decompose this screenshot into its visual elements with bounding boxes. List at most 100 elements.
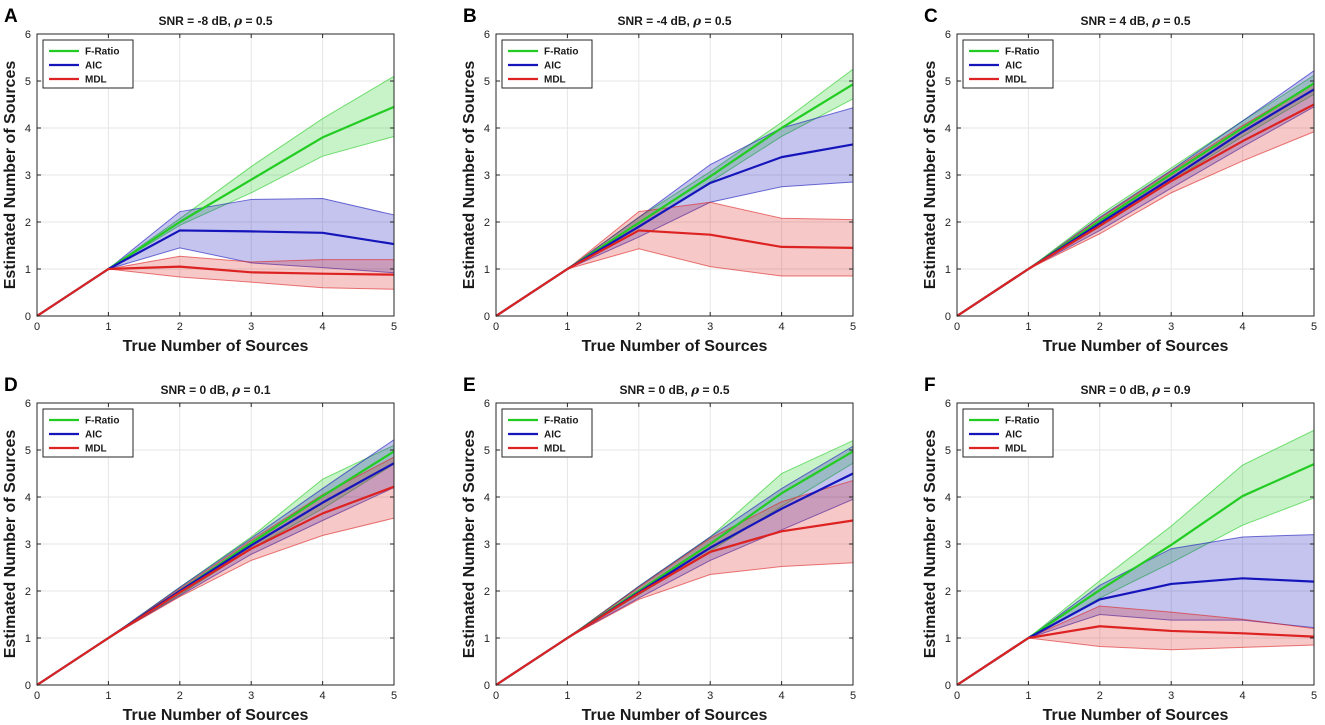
- panel-title: SNR = 0 dB, ρ = 0.5: [619, 383, 729, 397]
- x-tick-label: 3: [1168, 321, 1174, 333]
- y-tick-label: 4: [25, 492, 31, 504]
- line-mdl: [956, 103, 1315, 317]
- y-tick-label: 4: [484, 492, 490, 504]
- y-tick-label: 3: [945, 539, 951, 551]
- y-axis-label: Estimated Number of Sources: [461, 61, 478, 290]
- title-prefix: SNR = 0 dB,: [1080, 383, 1152, 397]
- x-tick-label: 3: [1168, 690, 1174, 702]
- legend: F-Ratio AIC MDL: [501, 39, 593, 89]
- y-tick-label: 0: [945, 311, 951, 323]
- legend-label: AIC: [544, 430, 561, 441]
- y-axis-label: Estimated Number of Sources: [922, 430, 939, 659]
- x-tick-label: 3: [707, 690, 713, 702]
- y-tick-label: 3: [484, 539, 490, 551]
- y-tick-label: 4: [945, 492, 951, 504]
- y-tick-label: 0: [25, 680, 31, 692]
- legend-label: F-Ratio: [85, 416, 119, 427]
- y-tick-label: 6: [25, 29, 31, 41]
- legend-label: MDL: [1005, 444, 1027, 455]
- y-tick-label: 6: [25, 398, 31, 410]
- x-tick-label: 2: [1097, 321, 1103, 333]
- y-tick-label: 4: [25, 123, 31, 135]
- y-axis-label: Estimated Number of Sources: [922, 61, 939, 290]
- y-tick-label: 0: [484, 680, 490, 692]
- legend-label: MDL: [1005, 75, 1027, 86]
- y-tick-label: 1: [484, 633, 490, 645]
- title-prefix: SNR = 0 dB,: [160, 383, 232, 397]
- panel-d: D SNR = 0 dB, ρ = 0.1 0 1 2 3 4 5 0 1 2 3 4 5 6 True Nu…: [2, 375, 397, 724]
- x-tick-label: 1: [564, 690, 570, 702]
- x-tick-label: 3: [707, 321, 713, 333]
- y-axis-label: Estimated Number of Sources: [2, 61, 19, 290]
- y-tick-label: 5: [484, 445, 490, 457]
- grid: [37, 34, 394, 316]
- x-axis-label: True Number of Sources: [123, 707, 309, 724]
- title-rho: ρ: [1151, 14, 1161, 28]
- x-tick-label: 4: [320, 321, 326, 333]
- y-tick-label: 5: [25, 445, 31, 457]
- x-tick-label: 3: [248, 690, 254, 702]
- x-tick-label: 2: [636, 321, 642, 333]
- panel-letter: A: [4, 6, 18, 27]
- y-tick-label: 5: [25, 76, 31, 88]
- x-tick-label: 0: [34, 321, 40, 333]
- panel-title: SNR = -4 dB, ρ = 0.5: [617, 14, 731, 28]
- panel-c: C SNR = 4 dB, ρ = 0.5 0 1 2 3 4 5 0 1 2 3 4 5 6 True Nu…: [922, 6, 1317, 355]
- x-axis-label: True Number of Sources: [1043, 338, 1229, 355]
- x-axis-label: True Number of Sources: [123, 338, 309, 355]
- x-tick-label: 0: [954, 690, 960, 702]
- y-tick-label: 3: [484, 170, 490, 182]
- panel-letter: F: [924, 375, 936, 396]
- title-rho: ρ: [231, 383, 241, 397]
- panel-title: SNR = 0 dB, ρ = 0.9: [1080, 383, 1190, 397]
- x-tick-label: 2: [177, 690, 183, 702]
- line-mdl: [36, 485, 395, 686]
- y-axis-label: Estimated Number of Sources: [461, 430, 478, 659]
- panel-a: A SNR = -8 dB, ρ = 0.5 0 1 2 3 4 5 0 1 2 3 4 5 6 True N…: [2, 6, 397, 355]
- line-mdl: [495, 229, 854, 317]
- y-tick-label: 2: [25, 586, 31, 598]
- y-tick-label: 5: [484, 76, 490, 88]
- legend: F-Ratio AIC MDL: [42, 39, 134, 89]
- panel-f: F SNR = 0 dB, ρ = 0.9 0 1 2 3 4 5 0 1 2 3 4 5 6 True Nu…: [922, 375, 1317, 724]
- y-tick-label: 1: [25, 633, 31, 645]
- y-tick-label: 6: [484, 398, 490, 410]
- title-rho: ρ: [1151, 383, 1161, 397]
- line-mdl: [36, 265, 395, 317]
- title-prefix: SNR = -8 dB,: [158, 14, 234, 28]
- x-tick-label: 0: [493, 321, 499, 333]
- panel-letter: B: [463, 6, 477, 27]
- y-tick-label: 2: [25, 217, 31, 229]
- y-tick-label: 3: [25, 539, 31, 551]
- x-tick-label: 1: [564, 321, 570, 333]
- legend-label: F-Ratio: [1005, 47, 1039, 58]
- legend: F-Ratio AIC MDL: [42, 408, 134, 458]
- x-tick-label: 2: [177, 321, 183, 333]
- legend: F-Ratio AIC MDL: [501, 408, 593, 458]
- x-tick-label: 5: [850, 690, 856, 702]
- title-suffix: = 0.5: [701, 14, 732, 28]
- legend-label: MDL: [85, 75, 107, 86]
- y-tick-label: 1: [25, 264, 31, 276]
- y-tick-label: 4: [945, 123, 951, 135]
- title-suffix: = 0.1: [240, 383, 271, 397]
- x-tick-label: 2: [636, 690, 642, 702]
- y-tick-label: 0: [945, 680, 951, 692]
- title-prefix: SNR = -4 dB,: [617, 14, 693, 28]
- title-suffix: = 0.5: [242, 14, 273, 28]
- legend-label: AIC: [85, 430, 102, 441]
- y-tick-label: 2: [484, 586, 490, 598]
- y-tick-label: 6: [945, 29, 951, 41]
- legend-label: F-Ratio: [544, 416, 578, 427]
- y-tick-label: 2: [945, 586, 951, 598]
- y-tick-label: 6: [945, 398, 951, 410]
- x-tick-label: 5: [391, 321, 397, 333]
- x-tick-label: 0: [493, 690, 499, 702]
- panel-title: SNR = 0 dB, ρ = 0.1: [160, 383, 270, 397]
- title-prefix: SNR = 4 dB,: [1080, 14, 1152, 28]
- legend-label: AIC: [1005, 61, 1022, 72]
- x-tick-label: 1: [1025, 321, 1031, 333]
- y-tick-label: 2: [945, 217, 951, 229]
- title-rho: ρ: [692, 14, 702, 28]
